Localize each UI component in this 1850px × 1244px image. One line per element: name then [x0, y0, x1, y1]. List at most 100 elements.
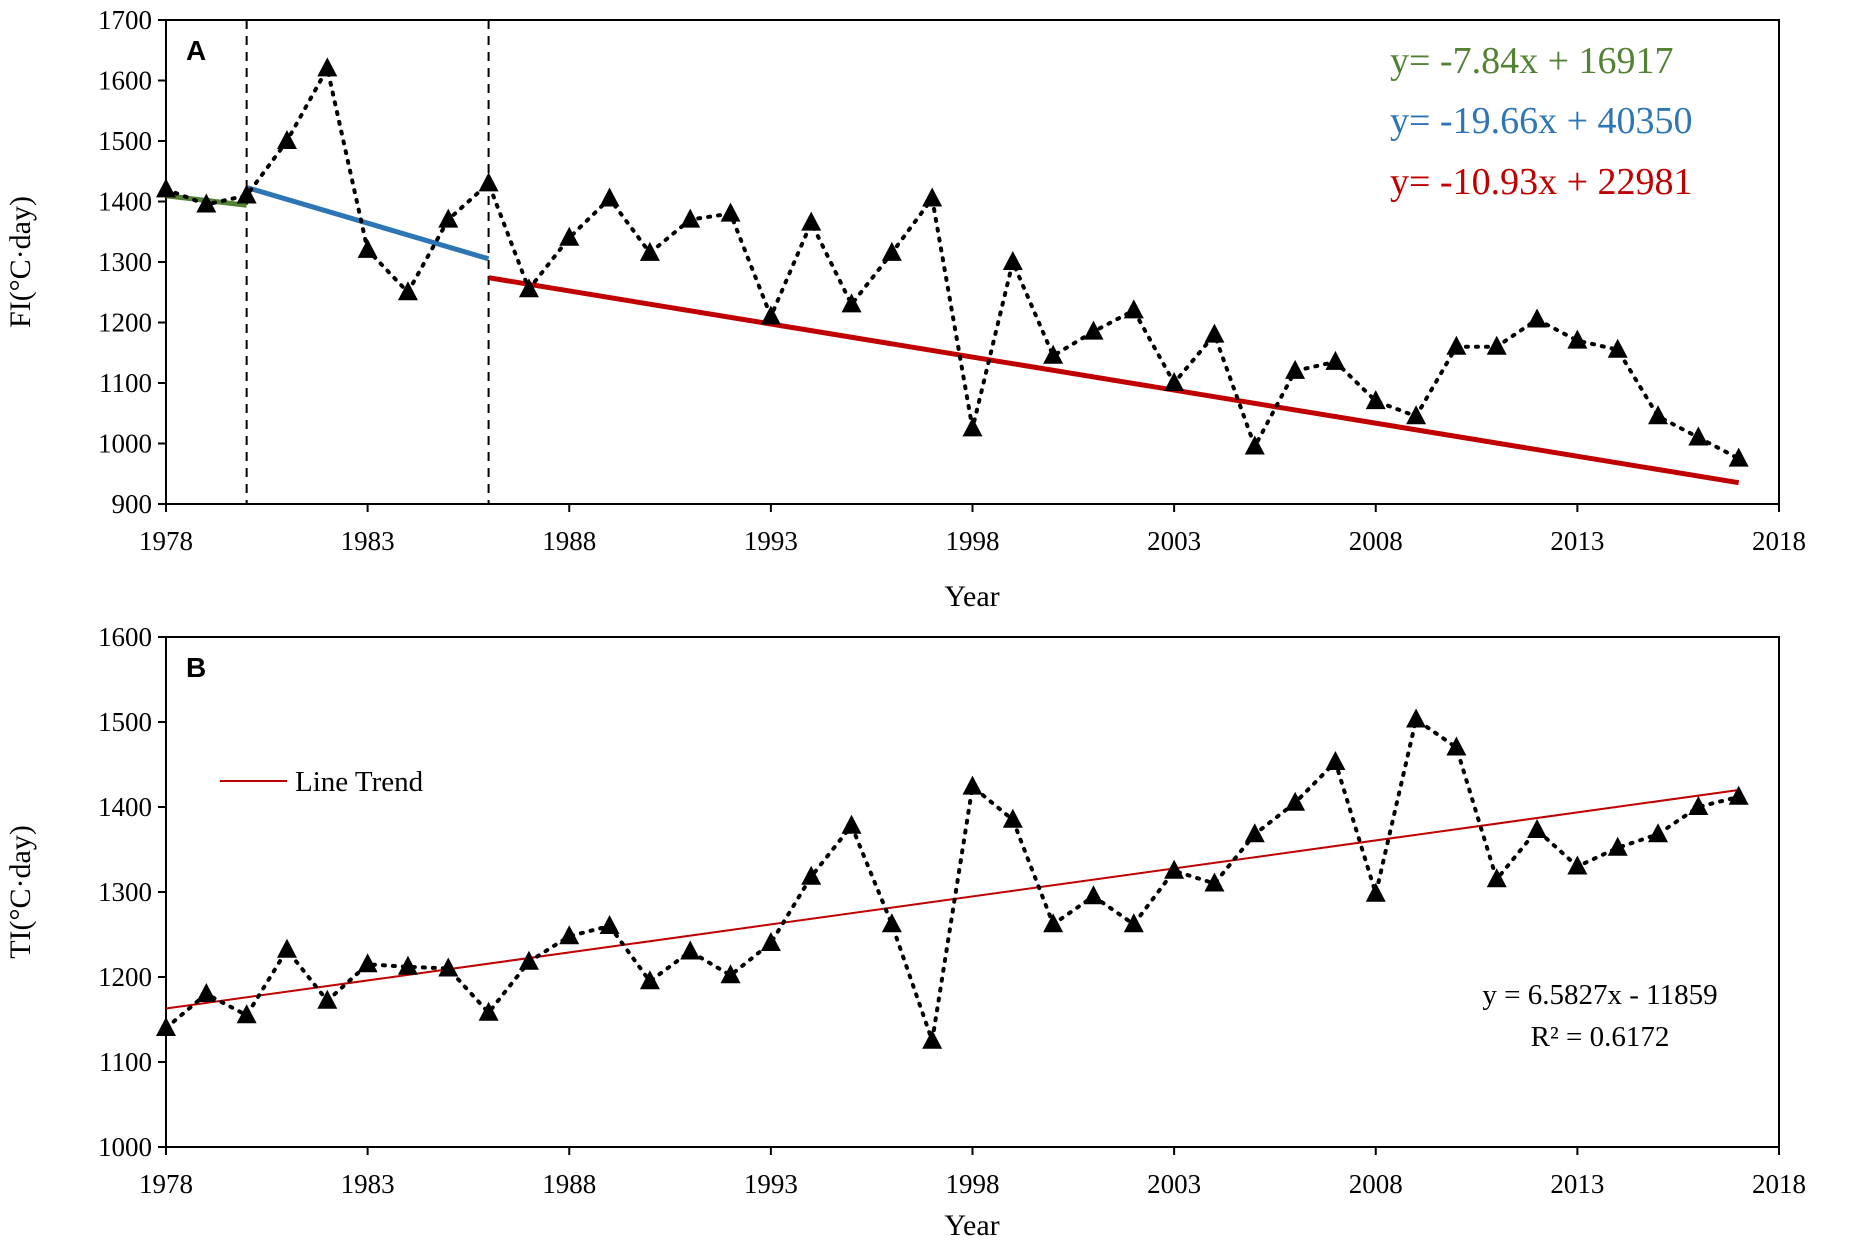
- ti-data-point-2007: [1325, 750, 1346, 770]
- panel-a-x-tick-label: 2008: [1349, 526, 1403, 556]
- r-squared: R² = 0.6172: [1531, 1021, 1670, 1053]
- ti-data-point-1981: [276, 938, 297, 958]
- ti-data-point-2011: [1486, 868, 1507, 888]
- panel-a-x-tick-label: 1993: [744, 526, 798, 556]
- fi-data-point-1989: [599, 187, 620, 207]
- fi-data-point-2000: [1043, 344, 1064, 364]
- trendline-1980-1986: [245, 185, 490, 262]
- panel-b-x-tick-label: 1998: [946, 1169, 1000, 1199]
- trendline-1986-2017: [488, 275, 1740, 486]
- ti-data-point-2004: [1204, 872, 1225, 892]
- panel-a-y-axis-label: FI(°C·day): [4, 196, 37, 328]
- fi-data-point-1992: [720, 202, 741, 222]
- ti-data-point-1993: [760, 932, 781, 951]
- ti-data-point-1992: [720, 964, 741, 984]
- panel-a-x-tick-label: 2013: [1550, 526, 1604, 556]
- panel-b-x-tick-label: 1983: [341, 1169, 395, 1199]
- ti-data-point-1978: [156, 1017, 176, 1036]
- panel-b-x-tick-label: 2013: [1550, 1169, 1604, 1199]
- ti-data-point-2005: [1244, 823, 1265, 843]
- panel-a-x-tick-label: 1988: [542, 526, 596, 556]
- fi-data-point-2001: [1083, 320, 1104, 340]
- line-trend: [165, 789, 1739, 1010]
- panel-b-y-tick-label: 1000: [98, 1132, 152, 1162]
- panel-b-chart: 1000 1100 1200 1300 1400 1500 1600 1978 1983 198…: [4, 622, 1806, 1242]
- ti-data-point-2000: [1043, 913, 1064, 933]
- fi-series-line: [164, 62, 1741, 461]
- fi-data-point-1996: [881, 241, 902, 261]
- panel-a-y-tick-label: 1700: [98, 5, 152, 35]
- ti-data-point-1989: [599, 915, 620, 934]
- fi-data-point-2002: [1123, 299, 1144, 319]
- panel-b-x-tick-label: 2018: [1752, 1169, 1806, 1199]
- panel-a-y-tick-label: 1200: [98, 308, 152, 338]
- fi-data-point-1994: [801, 211, 822, 231]
- ti-data-point-2006: [1285, 791, 1306, 811]
- fi-data-point-1981: [276, 130, 297, 149]
- ti-data-point-2009: [1406, 708, 1427, 728]
- fi-data-point-2009: [1406, 405, 1427, 425]
- ti-data-point-1994: [801, 865, 822, 885]
- fi-data-point-2010: [1446, 335, 1467, 355]
- panel-a-x-tick-label: 1983: [341, 526, 395, 556]
- panel-a-y-tick-label: 1600: [98, 66, 152, 96]
- fi-data-point-1999: [1002, 251, 1023, 270]
- ti-data-point-2014: [1607, 836, 1628, 856]
- fi-data-point-1979: [196, 193, 217, 213]
- fi-data-point-1980: [236, 184, 257, 204]
- panel-b-plot-frame: [165, 636, 1780, 1148]
- fi-data-point-1988: [559, 226, 580, 246]
- ti-data-point-1985: [438, 957, 459, 977]
- ti-data-point-2013: [1567, 855, 1588, 875]
- fi-data-point-1978: [156, 178, 176, 198]
- ti-data-point-2010: [1446, 736, 1467, 756]
- panel-a-y-tick-label: 900: [112, 489, 153, 519]
- ti-data-point-2003: [1164, 859, 1185, 879]
- ti-data-point-1991: [680, 940, 701, 960]
- panel-a-x-tick-label: 1978: [139, 526, 193, 556]
- fi-data-point-2015: [1648, 405, 1669, 425]
- panel-b-y-tick-label: 1500: [98, 707, 152, 737]
- fi-data-point-2012: [1527, 308, 1548, 328]
- ti-data-point-2008: [1365, 882, 1386, 902]
- fi-data-point-2008: [1365, 390, 1386, 410]
- panel-b-y-tick-label: 1300: [98, 877, 152, 907]
- panel-a-label: A: [186, 35, 206, 66]
- ti-data-point-1999: [1002, 808, 1023, 828]
- panel-b-y-tick-label: 1100: [99, 1047, 152, 1077]
- fi-data-point-2007: [1325, 350, 1346, 370]
- trend-equation-1980-1986: y= -19.66x + 40350: [1390, 100, 1693, 142]
- panel-a-y-tick-label: 1300: [98, 247, 152, 277]
- fi-data-point-2004: [1204, 323, 1225, 343]
- ti-data-point-2015: [1648, 823, 1669, 843]
- fi-data-point-2017: [1728, 447, 1749, 467]
- panel-b-y-tick-label: 1600: [98, 622, 152, 652]
- trend-equation: y = 6.5827x - 11859: [1482, 979, 1717, 1011]
- ti-data-point-1983: [357, 953, 378, 973]
- trend-equation-1986-2017: y= -10.93x + 22981: [1390, 161, 1693, 203]
- fi-data-point-1997: [922, 187, 943, 207]
- ti-data-point-1982: [317, 989, 338, 1009]
- panel-a-chart: 900 1000 1100 1200 1300 1400 1500 1600 1700 1978…: [4, 5, 1806, 613]
- fi-data-point-2003: [1164, 372, 1185, 391]
- fi-data-point-1993: [760, 305, 781, 325]
- ti-data-point-1996: [881, 913, 902, 933]
- panel-b-label: B: [186, 652, 206, 683]
- ti-data-point-1995: [841, 814, 862, 834]
- panel-a-y-tick-label: 1400: [98, 187, 152, 217]
- panel-a-y-tick-label: 1500: [98, 126, 152, 156]
- ti-data-point-1987: [518, 950, 539, 970]
- legend-line-trend-label: Line Trend: [295, 766, 424, 798]
- fi-data-point-1984: [397, 281, 418, 301]
- fi-data-point-1985: [438, 208, 459, 228]
- ti-data-point-2002: [1123, 913, 1144, 933]
- ti-data-point-1979: [196, 983, 217, 1002]
- panel-a-y-tick-label: 1100: [99, 368, 152, 398]
- fi-data-point-1990: [639, 241, 660, 261]
- ti-data-point-2001: [1083, 885, 1104, 905]
- panel-b-x-tick-label: 1988: [542, 1169, 596, 1199]
- fi-data-point-2013: [1567, 329, 1588, 349]
- panel-a-x-tick-label: 2018: [1752, 526, 1806, 556]
- fi-data-point-2006: [1285, 359, 1306, 379]
- ti-data-point-1990: [639, 970, 660, 990]
